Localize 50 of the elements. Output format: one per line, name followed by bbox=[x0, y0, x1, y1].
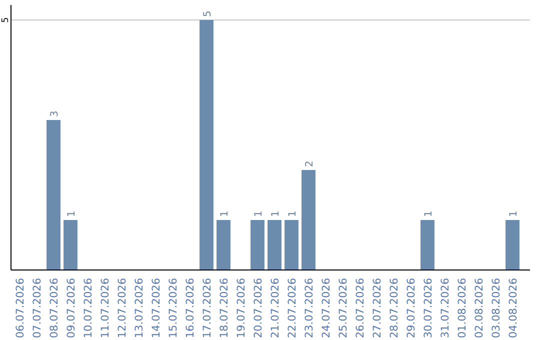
bar bbox=[506, 220, 520, 270]
bar bbox=[46, 120, 60, 270]
x-tick-label: 03.08.2026 bbox=[490, 278, 502, 338]
data-label: 1 bbox=[66, 210, 78, 217]
bar bbox=[420, 220, 434, 270]
x-tick-label: 18.07.2026 bbox=[218, 278, 230, 338]
data-label: 1 bbox=[424, 210, 434, 217]
x-tick-label: 15.07.2026 bbox=[168, 278, 180, 338]
x-tick-label: 28.07.2026 bbox=[388, 278, 400, 338]
x-tick-label: 11.07.2026 bbox=[100, 278, 112, 338]
x-tick-label: 10.07.2026 bbox=[82, 278, 94, 338]
data-label: 3 bbox=[50, 110, 60, 117]
x-tick-label: 13.07.2026 bbox=[134, 278, 146, 338]
x-tick-label: 22.07.2026 bbox=[286, 278, 298, 338]
data-label: 1 bbox=[270, 210, 282, 217]
x-tick-label: 29.07.2026 bbox=[406, 278, 418, 338]
x-tick-label: 24.07.2026 bbox=[320, 278, 332, 338]
bar bbox=[302, 170, 316, 270]
bar bbox=[200, 20, 214, 270]
x-tick-label: 16.07.2026 bbox=[184, 278, 196, 338]
x-tick-label: 27.07.2026 bbox=[372, 278, 384, 338]
bar bbox=[268, 220, 282, 270]
data-label: 2 bbox=[304, 160, 316, 167]
x-tick-label: 12.07.2026 bbox=[116, 278, 128, 338]
x-tick-label: 01.08.2026 bbox=[456, 278, 468, 338]
bar bbox=[216, 220, 230, 270]
x-tick-label: 23.07.2026 bbox=[304, 278, 316, 338]
data-label: 5 bbox=[202, 10, 214, 17]
x-tick-label: 31.07.2026 bbox=[440, 278, 452, 338]
data-label: 1 bbox=[288, 210, 298, 217]
x-tick-label: 30.07.2026 bbox=[422, 278, 434, 338]
data-label: 1 bbox=[254, 210, 264, 217]
x-tick-label: 25.07.2026 bbox=[338, 278, 350, 338]
data-label: 1 bbox=[220, 210, 230, 217]
x-tick-label: 20.07.2026 bbox=[252, 278, 264, 338]
bar bbox=[250, 220, 264, 270]
x-tick-label: 19.07.2026 bbox=[236, 278, 248, 338]
x-tick-label: 17.07.2026 bbox=[202, 278, 214, 338]
x-tick-label: 06.07.2026 bbox=[14, 278, 26, 338]
bar bbox=[64, 220, 78, 270]
data-label: 1 bbox=[508, 210, 520, 217]
bar bbox=[284, 220, 298, 270]
x-tick-label: 02.08.2026 bbox=[474, 278, 486, 338]
x-tick-label: 26.07.2026 bbox=[354, 278, 366, 338]
x-tick-label: 14.07.2026 bbox=[150, 278, 162, 338]
x-tick-label: 07.07.2026 bbox=[32, 278, 44, 338]
x-tick-label: 08.07.2026 bbox=[48, 278, 60, 338]
x-tick-label: 09.07.2026 bbox=[66, 278, 78, 338]
x-tick-label: 21.07.2026 bbox=[270, 278, 282, 338]
x-tick-label: 04.08.2026 bbox=[508, 278, 520, 338]
